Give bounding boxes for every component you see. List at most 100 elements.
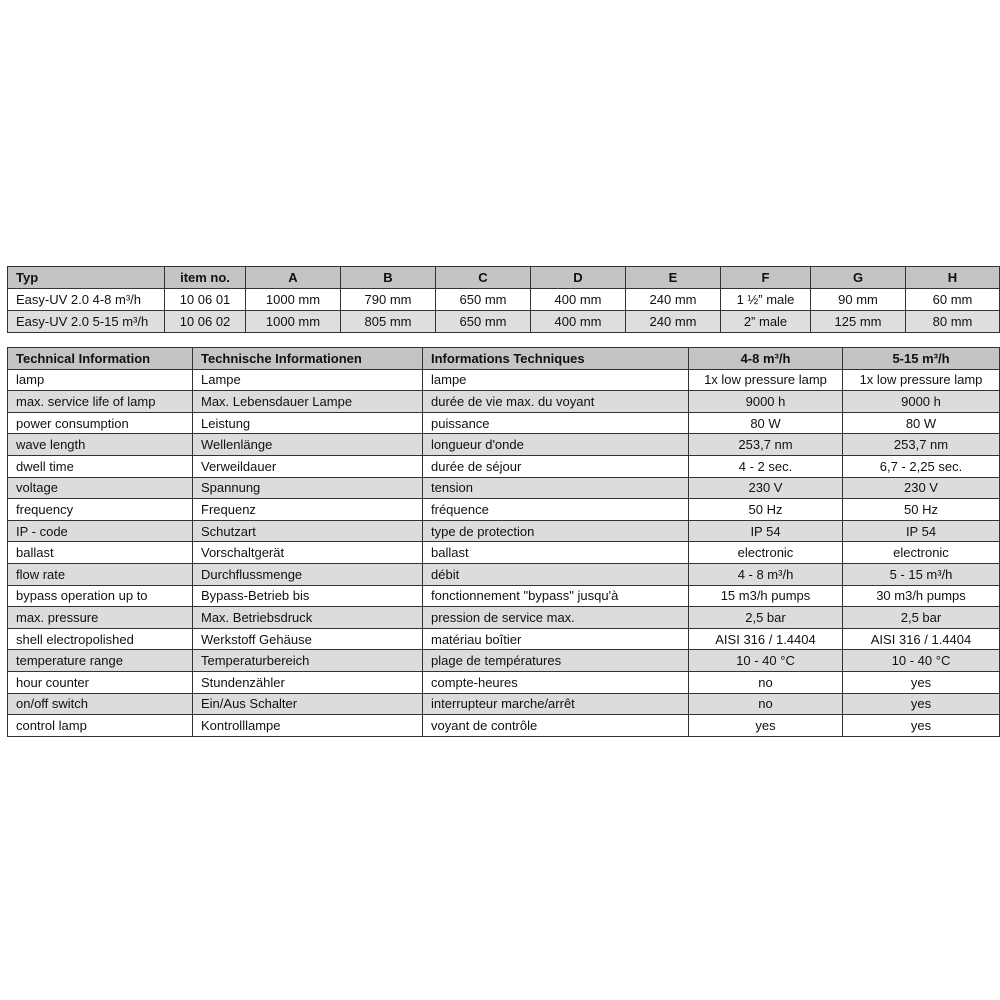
table-cell: 253,7 nm xyxy=(688,433,843,456)
table-cell: yes xyxy=(688,714,843,737)
table-cell: 1x low pressure lamp xyxy=(842,368,1000,392)
table-row: IP - code Schutzart type de protection IP 5… xyxy=(7,519,1000,543)
column-header: E xyxy=(625,266,721,289)
table-cell: lampe xyxy=(422,368,689,392)
table-row: frequency Frequenz fréquence 50 Hz 50 Hz xyxy=(7,498,1000,521)
table-cell: Werkstoff Gehäuse xyxy=(192,627,423,651)
table-row: Easy-UV 2.0 5-15 m³/h 10 06 02 1000 mm 805 … xyxy=(7,310,1000,333)
table-cell: Stundenzähler xyxy=(192,670,423,694)
table-cell: 15 m3/h pumps xyxy=(688,584,843,608)
table-cell: Durchflussmenge xyxy=(192,562,423,586)
dimensions-table: Typ item no. A B C D E F G H Easy-UV 2.0 4-8 m³/h… xyxy=(7,266,1000,333)
table-row: on/off switch Ein/Aus Schalter interrupteu… xyxy=(7,692,1000,716)
table-row: Easy-UV 2.0 4-8 m³/h 10 06 01 1000 mm 790 m… xyxy=(7,288,1000,311)
table-cell: 240 mm xyxy=(625,310,721,333)
table-cell: Easy-UV 2.0 4-8 m³/h xyxy=(7,288,165,311)
column-header: C xyxy=(435,266,531,289)
table-cell: temperature range xyxy=(7,649,193,672)
table-cell: max. pressure xyxy=(7,606,193,629)
table-cell: 230 V xyxy=(842,476,1000,500)
table-cell: shell electropolished xyxy=(7,627,193,651)
table-cell: 30 m3/h pumps xyxy=(842,584,1000,608)
table-cell: durée de séjour xyxy=(422,454,689,478)
column-header: 5-15 m³/h xyxy=(842,347,1000,370)
table-cell: max. service life of lamp xyxy=(7,390,193,413)
column-header: A xyxy=(245,266,341,289)
table-cell: puissance xyxy=(422,411,689,435)
table-cell: no xyxy=(688,670,843,694)
table-cell: 230 V xyxy=(688,476,843,500)
table-row: hour counter Stundenzähler compte-heures no… xyxy=(7,670,1000,694)
table-cell: Kontrolllampe xyxy=(192,714,423,737)
table-cell: voltage xyxy=(7,476,193,500)
table-cell: 10 - 40 °C xyxy=(688,649,843,672)
table-cell: 650 mm xyxy=(435,288,531,311)
table-cell: Easy-UV 2.0 5-15 m³/h xyxy=(7,310,165,333)
table-cell: Max. Betriebsdruck xyxy=(192,606,423,629)
table-cell: IP 54 xyxy=(842,519,1000,543)
table-cell: ballast xyxy=(7,541,193,564)
table-cell: 10 06 02 xyxy=(164,310,246,333)
table-cell: electronic xyxy=(688,541,843,564)
table-cell: bypass operation up to xyxy=(7,584,193,608)
table-cell: IP - code xyxy=(7,519,193,543)
table-cell: AISI 316 / 1.4404 xyxy=(688,627,843,651)
table-cell: 60 mm xyxy=(905,288,1000,311)
table-cell: yes xyxy=(842,692,1000,716)
table-cell: Bypass-Betrieb bis xyxy=(192,584,423,608)
table-cell: Schutzart xyxy=(192,519,423,543)
column-header: F xyxy=(720,266,811,289)
table-row: power consumption Leistung puissance 80 W 80… xyxy=(7,411,1000,435)
table-cell: débit xyxy=(422,562,689,586)
table-cell: 9000 h xyxy=(842,390,1000,413)
table-cell: Lampe xyxy=(192,368,423,392)
table-cell: power consumption xyxy=(7,411,193,435)
table-cell: hour counter xyxy=(7,670,193,694)
table-cell: no xyxy=(688,692,843,716)
table-row: max. pressure Max. Betriebsdruck pression … xyxy=(7,606,1000,629)
table-cell: IP 54 xyxy=(688,519,843,543)
table-row: control lamp Kontrolllampe voyant de contr… xyxy=(7,714,1000,737)
column-header: item no. xyxy=(164,266,246,289)
table-cell: 80 mm xyxy=(905,310,1000,333)
table-cell: compte-heures xyxy=(422,670,689,694)
table-cell: Verweildauer xyxy=(192,454,423,478)
table-cell: control lamp xyxy=(7,714,193,737)
column-header: Technische Informationen xyxy=(192,347,423,370)
table-cell: 240 mm xyxy=(625,288,721,311)
table-cell: ballast xyxy=(422,541,689,564)
dimensions-header-row: Typ item no. A B C D E F G H xyxy=(7,266,1000,289)
table-row: bypass operation up to Bypass-Betrieb bis… xyxy=(7,584,1000,608)
table-cell: 50 Hz xyxy=(842,498,1000,521)
table-row: dwell time Verweildauer durée de séjour 4 -… xyxy=(7,454,1000,478)
table-cell: 4 - 2 sec. xyxy=(688,454,843,478)
table-cell: 2,5 bar xyxy=(842,606,1000,629)
table-cell: wave length xyxy=(7,433,193,456)
column-header: Technical Information xyxy=(7,347,193,370)
table-row: voltage Spannung tension 230 V 230 V xyxy=(7,476,1000,500)
table-cell: electronic xyxy=(842,541,1000,564)
table-cell: yes xyxy=(842,670,1000,694)
table-cell: durée de vie max. du voyant xyxy=(422,390,689,413)
table-cell: Ein/Aus Schalter xyxy=(192,692,423,716)
table-cell: frequency xyxy=(7,498,193,521)
column-header: Informations Techniques xyxy=(422,347,689,370)
table-cell: interrupteur marche/arrêt xyxy=(422,692,689,716)
table-cell: fréquence xyxy=(422,498,689,521)
table-row: temperature range Temperaturbereich plage … xyxy=(7,649,1000,672)
table-cell: 4 - 8 m³/h xyxy=(688,562,843,586)
table-cell: 125 mm xyxy=(810,310,906,333)
table-cell: 790 mm xyxy=(340,288,436,311)
table-cell: Frequenz xyxy=(192,498,423,521)
table-cell: dwell time xyxy=(7,454,193,478)
column-header: H xyxy=(905,266,1000,289)
table-cell: 10 - 40 °C xyxy=(842,649,1000,672)
table-cell: 1x low pressure lamp xyxy=(688,368,843,392)
table-cell: pression de service max. xyxy=(422,606,689,629)
table-row: lamp Lampe lampe 1x low pressure lamp 1x low… xyxy=(7,368,1000,392)
column-header: Typ xyxy=(7,266,165,289)
table-cell: flow rate xyxy=(7,562,193,586)
column-header: B xyxy=(340,266,436,289)
table-cell: on/off switch xyxy=(7,692,193,716)
table-row: max. service life of lamp Max. Lebensdaue… xyxy=(7,390,1000,413)
